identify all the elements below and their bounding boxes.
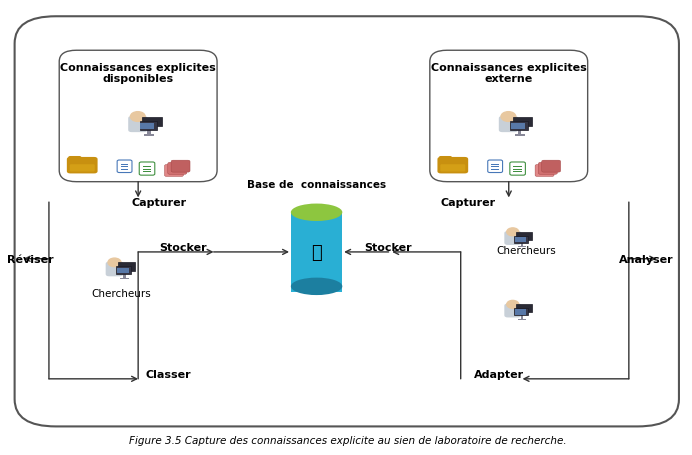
Text: Base de  connaissances: Base de connaissances <box>247 180 386 190</box>
Bar <box>511 123 525 130</box>
Bar <box>514 236 529 243</box>
Bar <box>123 274 126 278</box>
FancyBboxPatch shape <box>499 117 518 133</box>
Bar <box>514 308 529 315</box>
Text: Réviser: Réviser <box>7 254 54 264</box>
Text: Capturer: Capturer <box>131 197 186 207</box>
Bar <box>491 165 499 166</box>
Bar <box>520 315 523 319</box>
Bar <box>120 169 129 170</box>
Bar <box>518 319 526 320</box>
Bar <box>116 267 131 274</box>
Bar <box>117 268 129 274</box>
Text: Stocker: Stocker <box>365 243 412 253</box>
FancyBboxPatch shape <box>171 161 190 173</box>
FancyBboxPatch shape <box>167 163 187 175</box>
Bar <box>143 167 151 168</box>
FancyBboxPatch shape <box>128 117 147 133</box>
Bar <box>510 122 528 131</box>
FancyBboxPatch shape <box>440 165 465 172</box>
Text: Connaissances explicites
disponibles: Connaissances explicites disponibles <box>60 62 216 84</box>
FancyBboxPatch shape <box>538 163 557 175</box>
Bar <box>143 169 151 170</box>
Bar <box>120 167 129 168</box>
FancyBboxPatch shape <box>430 51 588 182</box>
Bar <box>515 238 527 243</box>
Circle shape <box>130 112 145 122</box>
FancyBboxPatch shape <box>542 161 561 173</box>
Bar <box>513 169 522 170</box>
Circle shape <box>507 228 519 236</box>
Text: Connaissances explicites
externe: Connaissances explicites externe <box>431 62 587 84</box>
FancyBboxPatch shape <box>165 165 183 177</box>
FancyBboxPatch shape <box>70 165 95 172</box>
Bar <box>120 165 129 166</box>
Bar <box>144 135 154 136</box>
Bar <box>516 305 532 313</box>
Text: Adapter: Adapter <box>475 369 525 379</box>
Circle shape <box>501 112 516 122</box>
Bar <box>518 247 526 248</box>
Bar <box>518 130 521 135</box>
Text: Chercheurs: Chercheurs <box>91 288 151 298</box>
Bar <box>142 117 161 127</box>
FancyBboxPatch shape <box>504 232 521 245</box>
FancyBboxPatch shape <box>488 161 502 173</box>
Text: 🐘: 🐘 <box>311 243 322 261</box>
Bar <box>515 135 525 136</box>
Text: Stocker: Stocker <box>159 243 207 253</box>
Text: Figure 3.5 Capture des connaissances explicite au sien de laboratoire de recherc: Figure 3.5 Capture des connaissances exp… <box>129 435 566 445</box>
Circle shape <box>108 258 121 267</box>
Bar <box>491 169 499 170</box>
Bar <box>491 167 499 168</box>
FancyBboxPatch shape <box>437 157 468 174</box>
FancyBboxPatch shape <box>139 162 155 176</box>
FancyBboxPatch shape <box>67 157 98 174</box>
Bar <box>291 213 343 292</box>
Bar <box>515 310 527 315</box>
Text: Analyser: Analyser <box>619 254 673 264</box>
Bar <box>118 263 135 271</box>
Bar <box>520 243 523 247</box>
FancyBboxPatch shape <box>69 157 82 162</box>
Circle shape <box>507 301 519 308</box>
FancyBboxPatch shape <box>60 51 217 182</box>
Ellipse shape <box>291 204 343 222</box>
Bar <box>513 117 532 127</box>
Text: Chercheurs: Chercheurs <box>496 245 556 255</box>
Bar <box>120 278 129 279</box>
Bar <box>140 123 154 130</box>
Ellipse shape <box>291 278 343 295</box>
FancyBboxPatch shape <box>117 161 132 173</box>
FancyBboxPatch shape <box>439 157 452 162</box>
FancyBboxPatch shape <box>15 17 679 426</box>
Bar <box>513 167 522 168</box>
Bar <box>516 233 532 240</box>
FancyBboxPatch shape <box>510 162 525 176</box>
Text: Classer: Classer <box>145 369 190 379</box>
FancyBboxPatch shape <box>535 165 554 177</box>
FancyBboxPatch shape <box>504 304 521 318</box>
Text: Capturer: Capturer <box>440 197 495 207</box>
FancyBboxPatch shape <box>106 262 123 277</box>
Bar <box>147 130 151 135</box>
Bar <box>140 122 157 131</box>
